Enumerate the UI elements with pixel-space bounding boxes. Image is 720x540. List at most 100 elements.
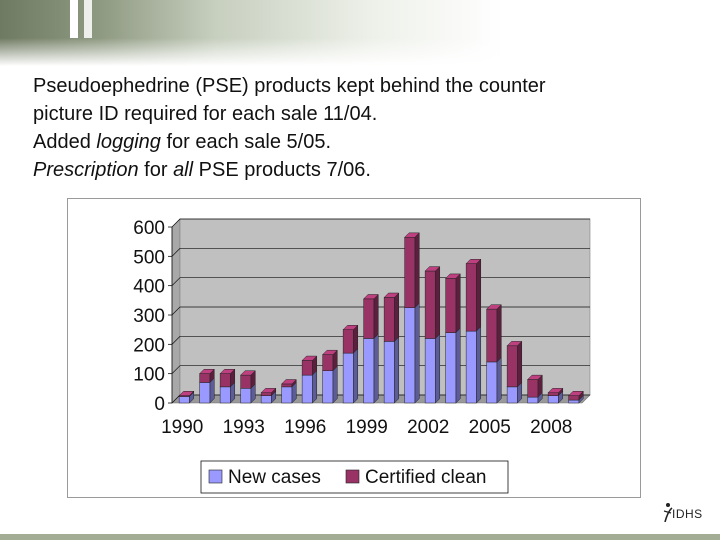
bar-certified-clean — [199, 373, 211, 383]
bar-side — [476, 258, 482, 332]
footer-bar — [0, 534, 720, 540]
x-tick-label: 2002 — [407, 417, 449, 438]
bar-top — [465, 259, 482, 264]
bar-new-cases — [219, 386, 231, 404]
bar-top — [240, 370, 256, 376]
bar-top — [568, 391, 584, 396]
bar-side — [373, 333, 379, 404]
bar-certified-clean — [404, 237, 416, 308]
bar-new-cases — [506, 386, 518, 404]
slide-text-run: Added — [33, 131, 97, 153]
bar-top — [260, 388, 277, 393]
bar-side — [435, 333, 441, 404]
bar-certified-clean — [260, 392, 272, 396]
bar-top — [178, 391, 195, 396]
bar-side — [414, 302, 420, 404]
bar-new-cases — [260, 395, 272, 404]
bar-side — [394, 336, 400, 404]
bar-side — [414, 232, 420, 309]
bar-certified-clean — [383, 297, 395, 342]
header-stripe — [84, 0, 92, 38]
slide-text-line: picture ID required for each sale 11/04. — [33, 100, 693, 128]
logo-text: IDHS — [672, 507, 703, 521]
slide-text-line: Added logging for each sale 5/05. — [33, 128, 693, 156]
bar-certified-clean — [506, 345, 518, 388]
bar-certified-clean — [219, 373, 231, 388]
bar-top — [342, 325, 359, 330]
bar-top — [281, 379, 297, 385]
y-tick-label: 400 — [133, 277, 165, 298]
bar-top — [383, 292, 400, 298]
bar-new-cases — [404, 307, 416, 404]
slide-text-run: for — [138, 159, 174, 181]
slide-text-run: Pseudoephedrine (PSE) products kept behi… — [33, 75, 546, 97]
bar-certified-clean — [547, 392, 559, 396]
bar-new-cases — [527, 396, 539, 404]
legend-label: New cases — [228, 467, 321, 488]
y-tick-label: 500 — [133, 247, 165, 268]
idhs-logo: IDHS — [662, 502, 706, 526]
bar-certified-clean — [424, 270, 436, 339]
bar-certified-clean — [281, 383, 293, 388]
y-tick-label: 100 — [133, 365, 165, 386]
bar-side — [435, 265, 441, 340]
bar-side — [312, 370, 318, 404]
bar-side — [353, 324, 359, 354]
bar-new-cases — [424, 338, 436, 404]
x-tick-label: 1990 — [161, 417, 203, 438]
bar-top — [219, 369, 236, 374]
bar-new-cases — [445, 332, 457, 404]
y-tick-label: 200 — [133, 335, 165, 356]
bar-new-cases — [281, 386, 293, 404]
slide-text-run: for each sale 5/05. — [160, 131, 332, 153]
x-tick-label: 1993 — [223, 417, 265, 438]
bar-certified-clean — [240, 374, 252, 389]
x-tick-label: 2008 — [530, 417, 572, 438]
bar-new-cases — [383, 341, 395, 404]
legend-label: Certified clean — [365, 467, 486, 488]
bar-top — [404, 232, 420, 238]
bar-certified-clean — [465, 263, 477, 332]
bar-side — [332, 365, 338, 404]
bar-certified-clean — [445, 278, 457, 333]
bar-top — [322, 349, 338, 355]
stacked-bar-chart: 0 100 200 300 400 500 600 1990 1993 1996 1999 2002 2… — [133, 218, 591, 494]
bar-side — [517, 340, 523, 388]
bar-side — [353, 348, 359, 404]
bar-side — [496, 356, 502, 404]
slide-text-run: all — [173, 159, 194, 181]
bar-side — [455, 273, 461, 334]
slide-text-run: logging — [96, 131, 161, 153]
bar-side — [496, 304, 502, 363]
bar-side — [455, 327, 461, 404]
chart-legend: New cases Certified clean — [200, 460, 509, 494]
bar-new-cases — [465, 330, 477, 404]
bar-side — [476, 326, 482, 404]
bar-new-cases — [199, 382, 211, 404]
y-tick-label: 0 — [154, 394, 165, 415]
bar-certified-clean — [322, 354, 334, 371]
header-stripe — [70, 0, 78, 38]
bar-top — [486, 304, 502, 310]
bar-top — [301, 355, 318, 361]
header-band — [0, 0, 720, 66]
bar-certified-clean — [568, 395, 580, 401]
y-tick-label: 300 — [133, 306, 165, 327]
bar-top — [547, 388, 564, 393]
slide-text: Pseudoephedrine (PSE) products kept behi… — [33, 72, 693, 184]
logo-figure-icon — [663, 503, 673, 522]
bar-top — [199, 369, 215, 374]
slide-text-run: Prescription — [33, 159, 139, 181]
bar-certified-clean — [486, 308, 498, 363]
bar-new-cases — [547, 395, 559, 404]
gridline — [171, 218, 590, 228]
bar-new-cases — [486, 361, 498, 404]
bar-side — [373, 293, 379, 340]
slide-text-run: PSE products 7/06. — [193, 159, 371, 181]
gridline — [171, 247, 590, 257]
bar-certified-clean — [301, 360, 313, 376]
bar-new-cases — [178, 396, 190, 404]
bar-new-cases — [342, 352, 354, 404]
bar-new-cases — [301, 374, 313, 404]
bar-top — [506, 341, 523, 347]
